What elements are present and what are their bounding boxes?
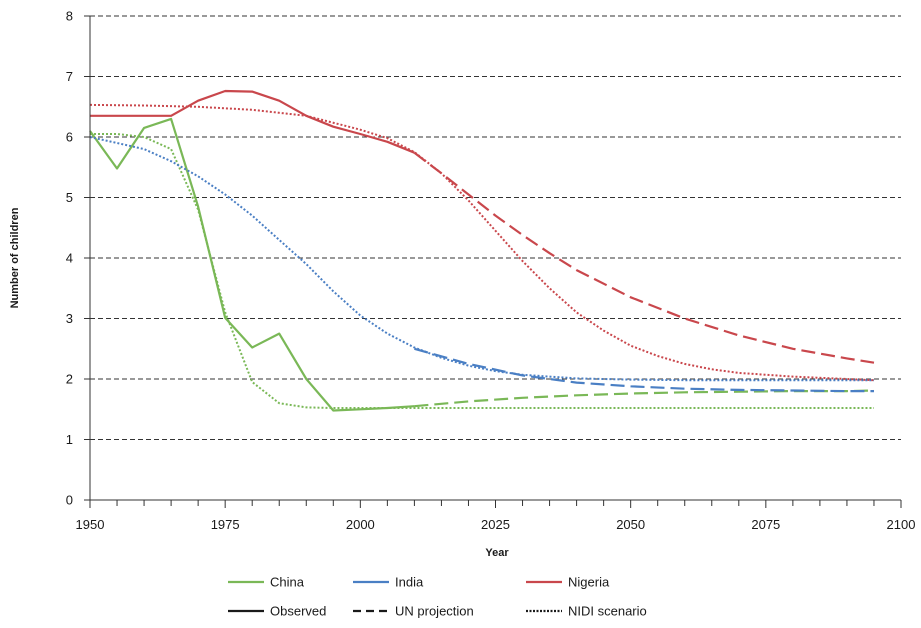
legend-label-observed: Observed [270,604,326,619]
gridlines [90,15,901,440]
x-tick-labels: 1950 1975 2000 2025 2050 2075 2100 [76,517,916,532]
series-china-un-projection [414,389,875,408]
series-nigeria-nidi-scenario [89,103,875,382]
y-tick-labels: 0 1 2 3 4 5 6 7 8 [66,9,73,508]
x-tick-label-2100: 2100 [887,517,916,532]
y-tick-label-5: 5 [66,190,73,205]
y-axis-title: Number of children [9,207,21,308]
legend-label-india: India [395,575,424,590]
y-tick-label-8: 8 [66,9,73,24]
series-lines [89,89,875,412]
x-tick-label-1975: 1975 [211,517,240,532]
legend-label-nigeria: Nigeria [568,575,610,590]
legend: China India Nigeria Observed UN projection NI… [228,575,647,619]
series-china-observed [89,117,415,412]
x-tick-label-2025: 2025 [481,517,510,532]
series-india-un-projection [414,347,874,393]
legend-label-china: China [270,575,305,590]
y-tick-label-7: 7 [66,69,73,84]
x-axis-title: Year [485,547,509,559]
x-tick-label-2050: 2050 [616,517,645,532]
series-china-nidi-scenario [90,133,874,409]
legend-label-un-projection: UN projection [395,604,474,619]
y-tick-label-4: 4 [66,251,73,266]
y-tick-label-0: 0 [66,493,73,508]
legend-label-nidi-scenario: NIDI scenario [568,604,647,619]
axes [84,15,902,508]
x-tick-label-1950: 1950 [76,517,105,532]
series-india-nidi-scenario [89,136,874,382]
y-tick-label-3: 3 [66,311,73,326]
x-tick-label-2075: 2075 [751,517,780,532]
y-tick-label-6: 6 [66,130,73,145]
y-tick-label-2: 2 [66,372,73,387]
series-nigeria-un-projection [413,151,875,364]
x-tick-label-2000: 2000 [346,517,375,532]
y-tick-label-1: 1 [66,432,73,447]
series-nigeria-observed [90,89,415,154]
